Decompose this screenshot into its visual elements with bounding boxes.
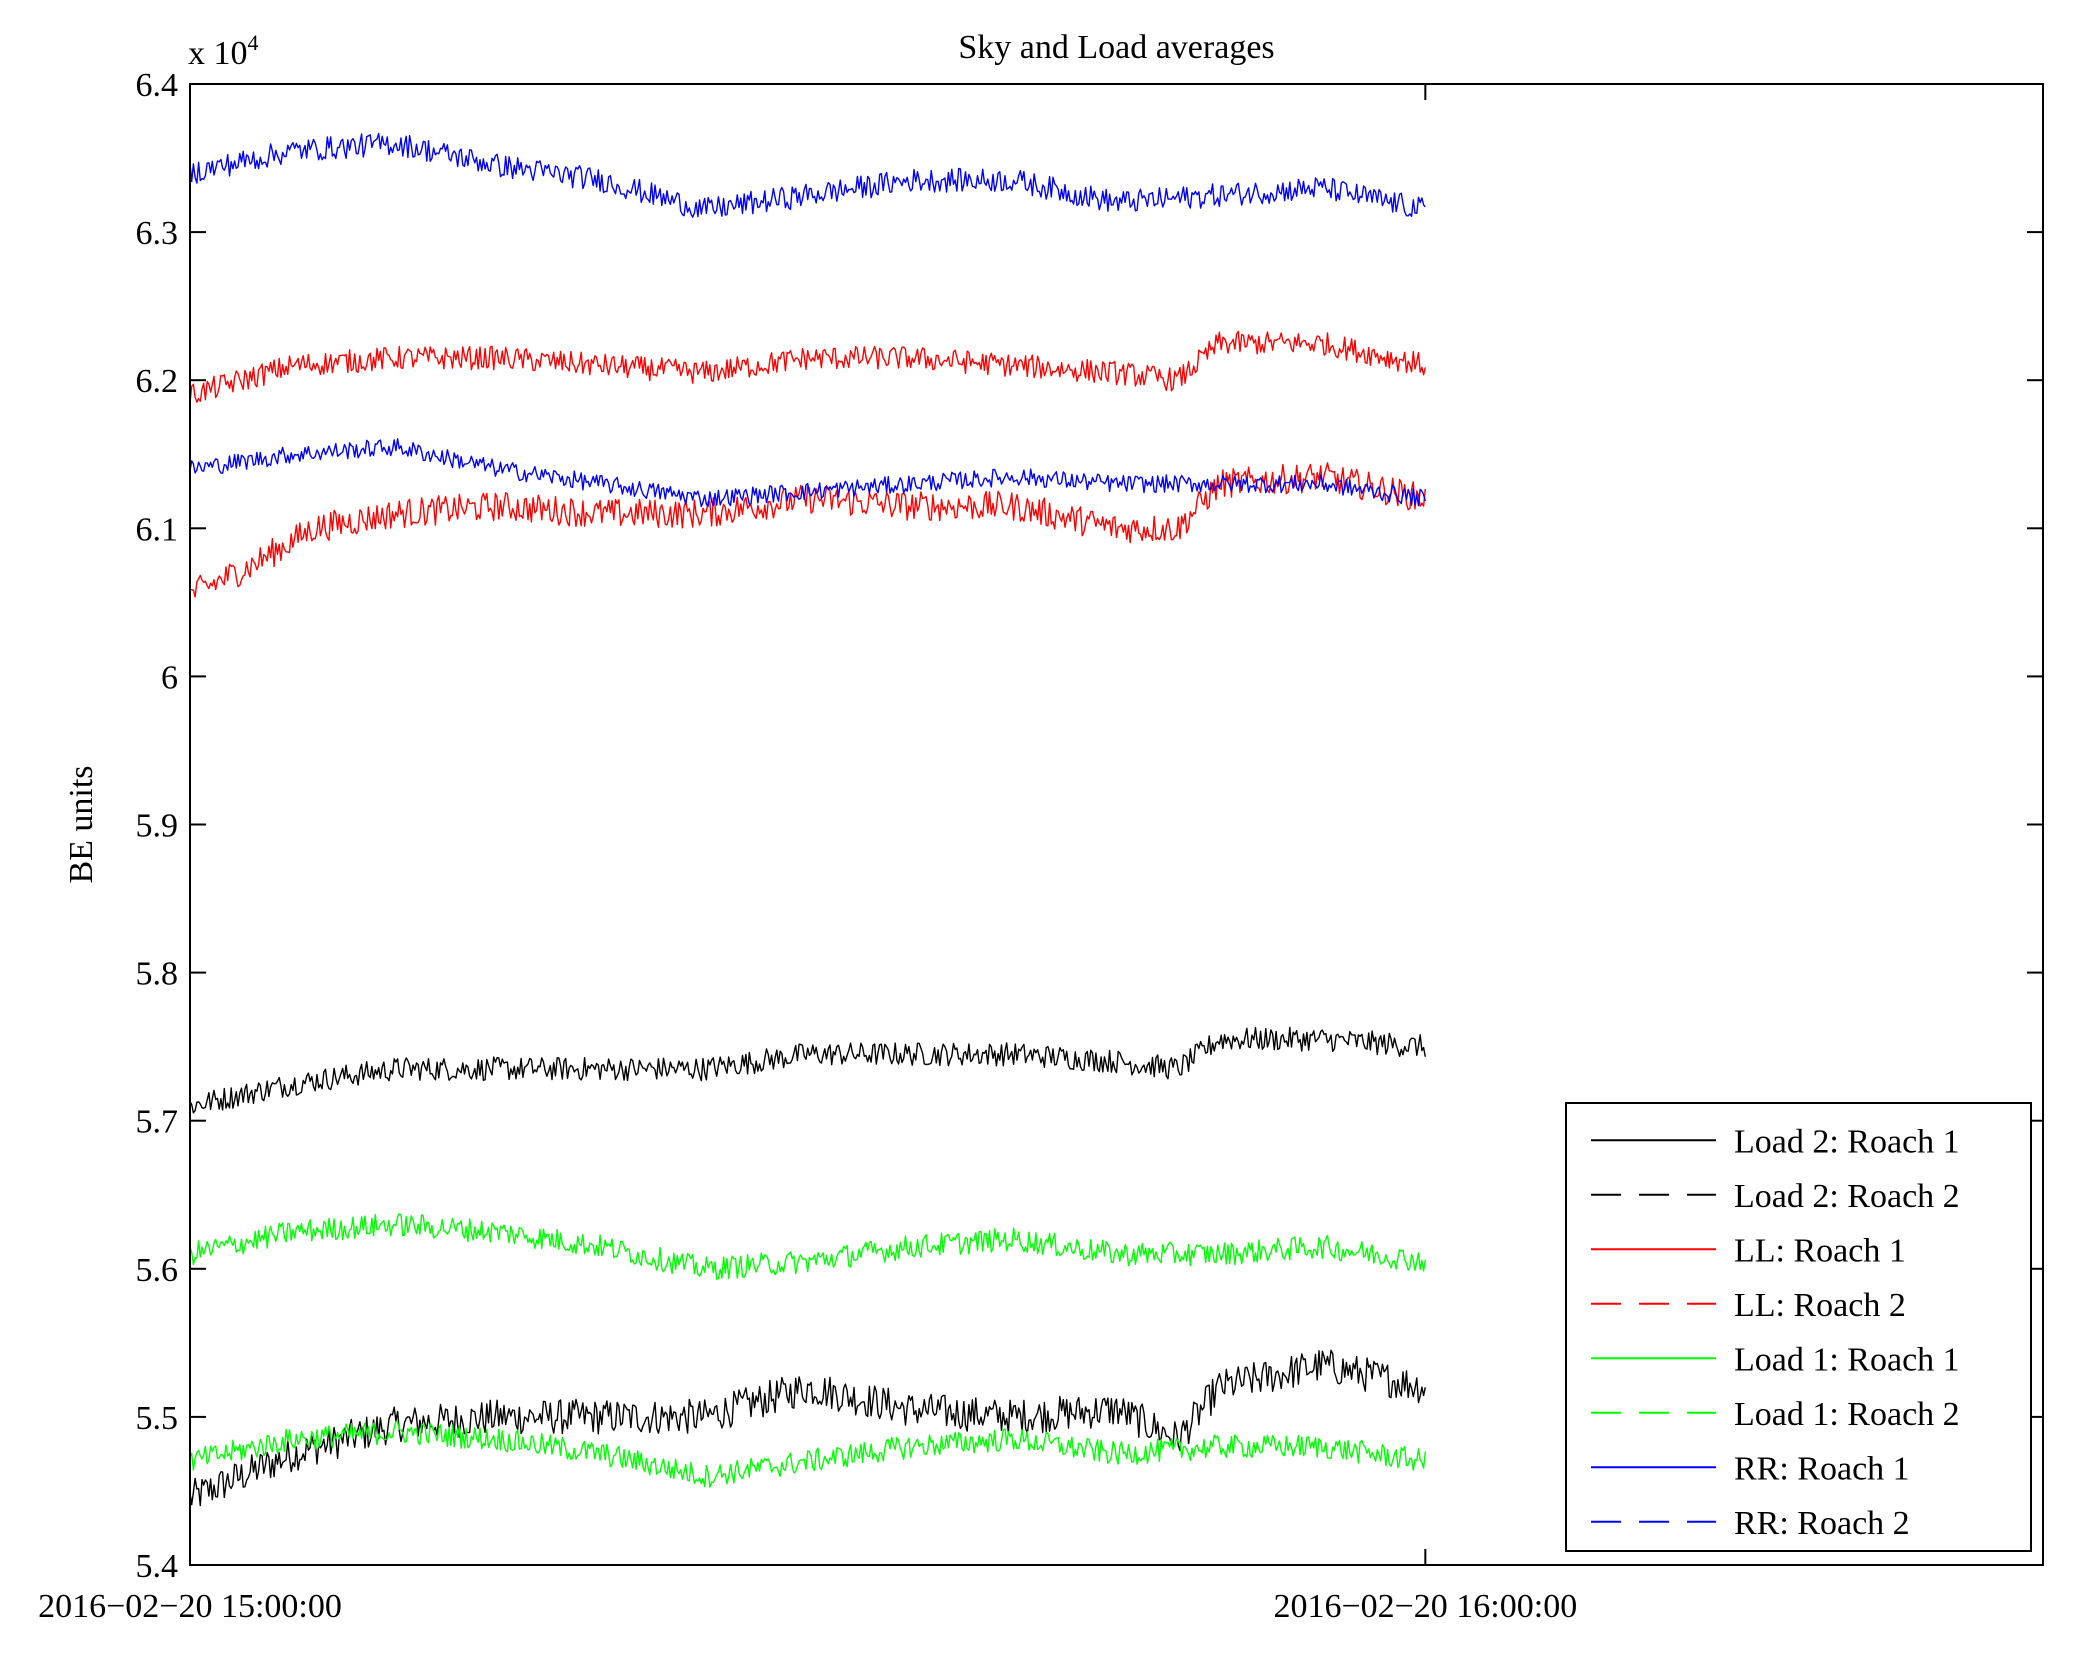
legend-box	[1565, 1102, 2032, 1552]
series-line	[189, 438, 1426, 508]
series-line	[189, 330, 1426, 404]
y-axis-multiplier-base: x 10	[188, 35, 248, 72]
y-tick-label: 5.8	[136, 956, 179, 993]
legend: Load 2: Roach 1 Load 2: Roach 2 LL: Roach …	[1565, 1102, 2032, 1552]
legend-label: Load 2: Roach 1	[1734, 1123, 1960, 1160]
y-tick-label: 5.5	[136, 1400, 179, 1437]
y-tick-label: 5.9	[136, 808, 179, 845]
legend-label: Load 1: Roach 1	[1734, 1341, 1960, 1378]
legend-label: Load 1: Roach 2	[1734, 1396, 1960, 1433]
y-tick-label: 5.7	[136, 1104, 179, 1141]
legend-label: RR: Roach 1	[1734, 1450, 1910, 1487]
series-line	[189, 1213, 1426, 1280]
series-layer	[189, 132, 1426, 1507]
y-tick-label: 6.1	[136, 511, 179, 548]
tick-layer: 5.4 5.5 5.6 5.7 5.8 5.9 6 6.1 6.2 6.3 6.4 2016−02−2…	[38, 67, 2043, 1625]
chart-title: Sky and Load averages	[958, 29, 1274, 66]
y-tick-label: 6.4	[136, 67, 179, 104]
legend-label: Load 2: Roach 2	[1734, 1178, 1960, 1215]
y-tick-label: 5.6	[136, 1252, 179, 1289]
legend-label: RR: Roach 2	[1734, 1505, 1910, 1542]
y-tick-label: 6	[161, 659, 178, 696]
y-tick-label: 5.4	[136, 1548, 179, 1585]
series-line	[189, 1026, 1426, 1114]
y-tick-label: 6.3	[136, 215, 179, 252]
x-tick-label: 2016−02−20 16:00:00	[1273, 1588, 1577, 1625]
y-axis-label: BE units	[63, 765, 100, 883]
y-tick-label: 6.2	[136, 363, 179, 400]
x-tick-label: 2016−02−20 15:00:00	[38, 1588, 342, 1625]
legend-label: LL: Roach 2	[1734, 1287, 1906, 1324]
y-axis-multiplier: x 104	[188, 30, 259, 72]
series-line	[189, 132, 1426, 218]
y-axis-multiplier-exponent: 4	[248, 30, 259, 55]
legend-label: LL: Roach 1	[1734, 1232, 1906, 1269]
series-line	[189, 1420, 1426, 1488]
